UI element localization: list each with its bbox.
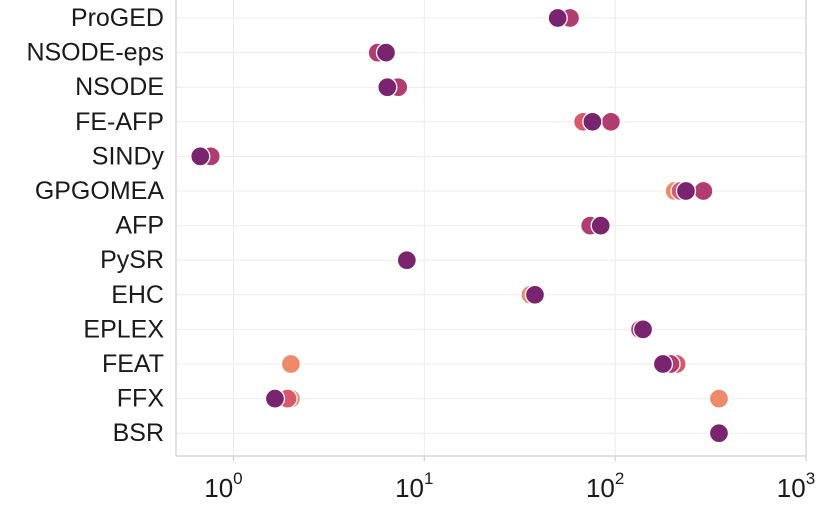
category-label-proged: ProGED [71, 4, 164, 32]
point-sindy-10 [190, 146, 211, 167]
category-label-afp: AFP [115, 212, 164, 240]
category-label-bsr: BSR [113, 419, 164, 447]
point-feat-22 [280, 353, 302, 375]
category-label-fe-afp: FE-AFP [75, 108, 164, 136]
data-points [190, 7, 730, 444]
point-feat-25 [652, 353, 674, 375]
point-ehc-19 [524, 284, 546, 305]
x-tick-label-3: 103 [777, 469, 815, 503]
point-nsode-5 [377, 77, 398, 98]
point-fe-afp-8 [582, 111, 603, 132]
category-label-pysr: PySR [100, 246, 164, 274]
category-label-feat: FEAT [102, 350, 164, 378]
point-nsode-eps-3 [375, 42, 397, 63]
point-ffx-29 [264, 388, 286, 409]
category-label-gpgomea: GPGOMEA [35, 177, 165, 205]
x-tick-label-1: 101 [395, 469, 433, 503]
point-proged-1 [547, 7, 568, 29]
x-tick-label-0: 100 [204, 469, 242, 503]
category-label-nsode: NSODE [75, 73, 164, 101]
category-label-ffx: FFX [117, 385, 165, 413]
axes [175, 0, 807, 457]
point-gpgomea-13 [693, 180, 714, 202]
point-ffx-28 [708, 388, 730, 409]
category-label-sindy: SINDy [92, 142, 165, 170]
category-label-ehc: EHC [111, 281, 164, 309]
point-pysr-17 [396, 250, 417, 271]
point-gpgomea-14 [675, 180, 697, 202]
point-bsr-30 [708, 423, 730, 444]
category-label-eplex: EPLEX [83, 315, 164, 343]
point-eplex-21 [632, 319, 654, 340]
point-fe-afp-7 [600, 111, 622, 132]
x-tick-label-2: 102 [586, 469, 624, 503]
y-tick-labels: ProGED NSODE-eps NSODE FE-AFP SINDy GPGOMEA AF… [26, 4, 164, 447]
point-afp-16 [590, 215, 611, 236]
category-label-nsode-eps: NSODE-eps [26, 39, 164, 67]
x-tick-labels: 100 101 102 103 [204, 469, 815, 503]
